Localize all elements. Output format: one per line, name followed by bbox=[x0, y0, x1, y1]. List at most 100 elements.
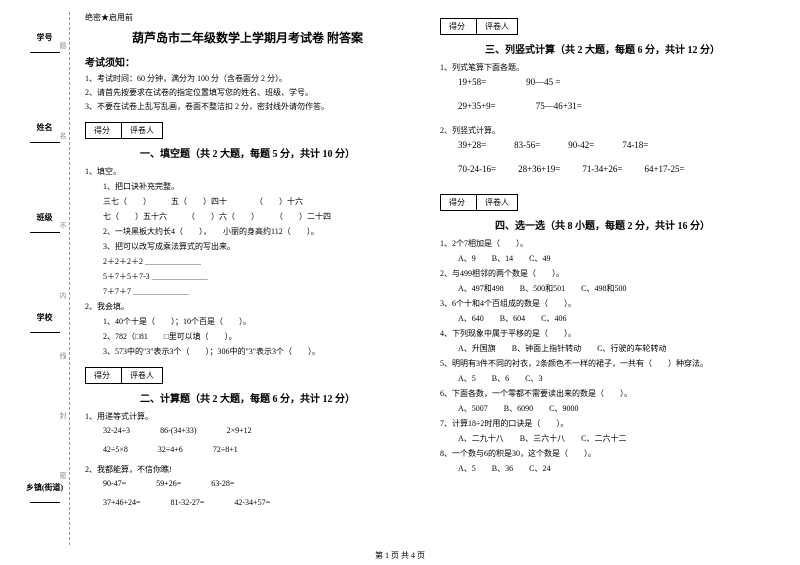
calc-item: 29+35+9= bbox=[458, 101, 496, 111]
calc-row: 37+46+24= 81-32-27= 42-34+57= bbox=[85, 498, 410, 507]
blank-line: 2＋2＋2＋2 ＿＿＿＿＿＿＿ bbox=[85, 256, 410, 268]
calc-item: 90—45 = bbox=[526, 77, 560, 87]
calc-item: 70-24-16= bbox=[458, 164, 496, 174]
calc-item: 28+36+19= bbox=[518, 164, 560, 174]
calc-item: 19+58= bbox=[458, 77, 486, 87]
mc-question: 5、明明有3件不同的衬衣，2条颜色不一样的裙子，一共有（ ）种穿法。 bbox=[440, 358, 765, 370]
side-note: 题 bbox=[58, 42, 68, 49]
calc-row: 29+35+9= 75—46+31= bbox=[440, 101, 765, 111]
mc-question: 7、计算18÷2时用的口诀是（ ）。 bbox=[440, 418, 765, 430]
right-column: 得分 评卷人 三、列竖式计算（共 2 大题，每题 6 分，共计 12 分） 1、… bbox=[425, 12, 780, 545]
calc-item: 37+46+24= bbox=[103, 498, 141, 507]
mc-question: 8、一个数与6的积是30，这个数是（ ）。 bbox=[440, 448, 765, 460]
mc-options: A、二九十八 B、三六十八 C、二六十二 bbox=[440, 433, 765, 444]
side-note: 不 bbox=[58, 222, 68, 229]
blank-line: 七（ ）五十六 （ ）六（ ） （ ）二十四 bbox=[85, 211, 410, 223]
underline bbox=[30, 495, 60, 503]
calc-item: 90-42= bbox=[568, 140, 594, 150]
notice-item: 1、考试时间：60 分钟，满分为 100 分（含卷面分 2 分）。 bbox=[85, 73, 410, 84]
field-school: 学校 bbox=[20, 312, 69, 333]
calc-item: 75—46+31= bbox=[536, 101, 582, 111]
score-cell: 得分 bbox=[86, 368, 122, 383]
blank-line: 3、573中的"3"表示3个（ ）；306中的"3"表示3个（ ）。 bbox=[85, 346, 410, 358]
calc-row: 19+58= 90—45 = bbox=[440, 77, 765, 87]
blank-line: 5＋7＋5＋7-3 ＿＿＿＿＿＿＿ bbox=[85, 271, 410, 283]
calc-item: 72÷8+1 bbox=[213, 445, 238, 454]
mc-options: A、497和498 B、500和501 C、498和500 bbox=[440, 283, 765, 294]
calc-item: 39+28= bbox=[458, 140, 486, 150]
score-box: 得分 评卷人 bbox=[440, 18, 518, 35]
sub-question: 3、把可以改写成乘法算式的写出来。 bbox=[85, 241, 410, 253]
calc-item: 71-34+26= bbox=[582, 164, 622, 174]
question: 2、列竖式计算。 bbox=[440, 125, 765, 137]
blank-line: 1、40个十是（ ）；10个百是（ ）。 bbox=[85, 316, 410, 328]
notice-heading: 考试须知： bbox=[85, 54, 410, 69]
calc-item: 59+26= bbox=[156, 479, 181, 488]
reviewer-cell: 评卷人 bbox=[477, 195, 517, 210]
score-box: 得分 评卷人 bbox=[85, 122, 163, 139]
underline bbox=[30, 45, 60, 53]
underline bbox=[30, 225, 60, 233]
reviewer-cell: 评卷人 bbox=[477, 19, 517, 34]
side-note: 名 bbox=[58, 132, 68, 139]
reviewer-cell: 评卷人 bbox=[122, 368, 162, 383]
sub-question: 1、把口诀补充完整。 bbox=[85, 181, 410, 193]
notice-item: 2、请首先按要求在试卷的指定位置填写您的姓名、班级、学号。 bbox=[85, 87, 410, 98]
label: 学校 bbox=[20, 312, 69, 323]
field-township: 乡镇(街道) bbox=[20, 482, 69, 503]
blank-line: 7＋7＋7 ＿＿＿＿＿＿＿ bbox=[85, 286, 410, 298]
reviewer-cell: 评卷人 bbox=[122, 123, 162, 138]
section-2-heading: 二、计算题（共 2 大题，每题 6 分，共计 12 分） bbox=[85, 390, 410, 405]
question: 1、列式笔算下面各题。 bbox=[440, 62, 765, 74]
mc-options: A、5 B、36 C、24 bbox=[440, 463, 765, 474]
underline bbox=[30, 135, 60, 143]
mc-question: 3、6个十和4个百组成的数是（ ）。 bbox=[440, 298, 765, 310]
side-note: 内 bbox=[58, 292, 68, 299]
calc-item: 42-34+57= bbox=[234, 498, 270, 507]
question: 2、我会填。 bbox=[85, 301, 410, 313]
blank-line: 2、782（□81 □里可以填（ ）。 bbox=[85, 331, 410, 343]
mc-options: A、9 B、14 C、49 bbox=[440, 253, 765, 264]
calc-row: 42÷5×8 32÷4+6 72÷8+1 bbox=[85, 445, 410, 454]
blank-line: 三七（ ） 五（ ）四十 （ ）十六 bbox=[85, 196, 410, 208]
mc-question: 1、2个7相加是（ ）。 bbox=[440, 238, 765, 250]
mc-options: A、5007 B、6090 C、9000 bbox=[440, 403, 765, 414]
calc-item: 90-47= bbox=[103, 479, 126, 488]
score-cell: 得分 bbox=[441, 19, 477, 34]
side-note: 封 bbox=[58, 412, 68, 419]
question: 2、我都能算，不信你瞧! bbox=[85, 464, 410, 476]
section-3-heading: 三、列竖式计算（共 2 大题，每题 6 分，共计 12 分） bbox=[440, 41, 765, 56]
binding-column: 学号 姓名 班级 学校 乡镇(街道) 题 名 不 内 线 封 密 bbox=[20, 12, 70, 545]
calc-item: 63-28= bbox=[211, 479, 234, 488]
calc-row: 70-24-16= 28+36+19= 71-34+26= 64+17-25= bbox=[440, 164, 765, 174]
side-note: 密 bbox=[58, 472, 68, 479]
calc-row: 90-47= 59+26= 63-28= bbox=[85, 479, 410, 488]
mc-options: A、升国旗 B、钟面上指针转动 C、行驶的车轮转动 bbox=[440, 343, 765, 354]
section-4-heading: 四、选一选（共 8 小题，每题 2 分，共计 16 分） bbox=[440, 217, 765, 232]
exam-title: 葫芦岛市二年级数学上学期月考试卷 附答案 bbox=[85, 29, 410, 46]
section-1-heading: 一、填空题（共 2 大题，每题 5 分，共计 10 分） bbox=[85, 145, 410, 160]
notice-item: 3、不要在试卷上乱写乱画，卷面不整洁扣 2 分，密封线外请勿作答。 bbox=[85, 101, 410, 112]
question: 1、用递等式计算。 bbox=[85, 411, 410, 423]
page-footer: 第 1 页 共 4 页 bbox=[0, 550, 800, 561]
score-box: 得分 评卷人 bbox=[440, 194, 518, 211]
question: 1、填空。 bbox=[85, 166, 410, 178]
sub-question: 2、一块黑板大约长4（ ）， 小丽的身高约112（ ）。 bbox=[85, 226, 410, 238]
calc-item: 86-(34+33) bbox=[160, 426, 197, 435]
calc-item: 42÷5×8 bbox=[103, 445, 128, 454]
secret-label: 绝密★启用前 bbox=[85, 12, 410, 23]
side-note: 线 bbox=[58, 352, 68, 359]
mc-question: 6、下面各数，一个零都不需要读出来的数是（ ）。 bbox=[440, 388, 765, 400]
mc-question: 4、下列现象中属于平移的是（ ）。 bbox=[440, 328, 765, 340]
calc-row: 39+28= 83-56= 90-42= 74-18= bbox=[440, 140, 765, 150]
mc-options: A、640 B、604 C、406 bbox=[440, 313, 765, 324]
calc-row: 32-24÷3 86-(34+33) 2×9+12 bbox=[85, 426, 410, 435]
mc-question: 2、与499相邻的两个数是（ ）。 bbox=[440, 268, 765, 280]
calc-item: 81-32-27= bbox=[171, 498, 205, 507]
mc-options: A、5 B、6 C、3 bbox=[440, 373, 765, 384]
calc-item: 2×9+12 bbox=[227, 426, 252, 435]
exam-page: 学号 姓名 班级 学校 乡镇(街道) 题 名 不 内 线 封 密 绝密★启用前 … bbox=[0, 0, 800, 545]
calc-item: 32-24÷3 bbox=[103, 426, 130, 435]
score-box: 得分 评卷人 bbox=[85, 367, 163, 384]
label: 乡镇(街道) bbox=[20, 482, 69, 493]
